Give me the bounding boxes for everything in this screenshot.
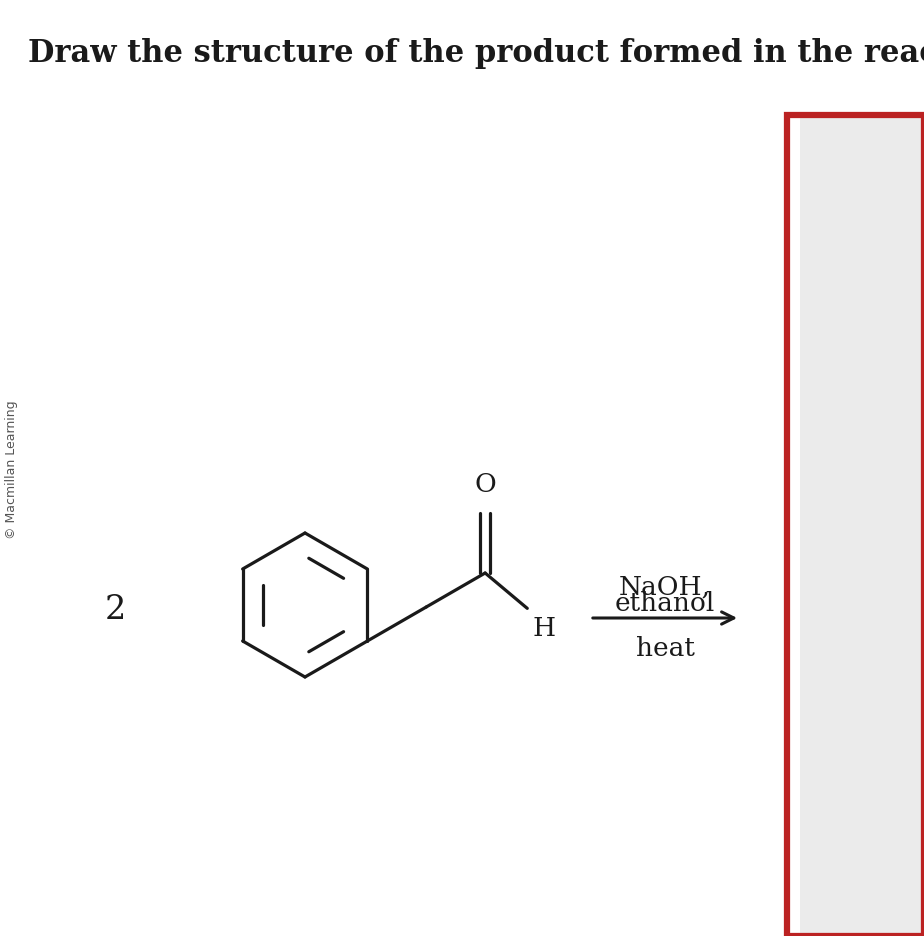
Text: Draw the structure of the product formed in the reaction.: Draw the structure of the product formed… [28, 38, 924, 69]
Text: H: H [532, 616, 555, 641]
Text: heat: heat [636, 636, 695, 661]
Text: 2: 2 [104, 594, 126, 626]
Bar [787, 115, 924, 936]
Text: © Macmillan Learning: © Macmillan Learning [6, 401, 18, 539]
Bar [800, 118, 924, 936]
Text: NaOH,: NaOH, [619, 575, 711, 600]
Text: O: O [474, 472, 496, 497]
Text: ethanol: ethanol [614, 591, 715, 616]
